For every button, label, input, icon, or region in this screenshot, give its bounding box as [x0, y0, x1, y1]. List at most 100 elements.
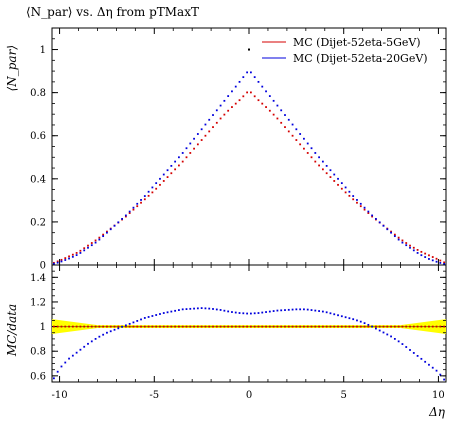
ratio-point	[159, 325, 161, 328]
ratio-point	[310, 325, 313, 328]
main-point	[276, 104, 279, 107]
ratio-point	[52, 325, 55, 328]
main-point	[363, 206, 366, 209]
ratio-point	[193, 325, 195, 328]
ratio-point	[352, 325, 355, 328]
main-point	[348, 190, 351, 193]
main-point	[265, 106, 267, 108]
main-point	[306, 142, 309, 145]
main-point	[56, 261, 59, 264]
ratio-point	[174, 309, 177, 312]
main-point	[200, 139, 203, 141]
main-point	[416, 252, 419, 254]
main-point	[83, 247, 86, 250]
main-point	[303, 137, 305, 140]
main-point	[363, 208, 366, 211]
main-point	[318, 156, 320, 159]
main-point	[405, 242, 408, 244]
ratio-point	[443, 325, 446, 328]
main-point	[128, 210, 131, 213]
main-point	[352, 198, 355, 201]
main-point	[420, 250, 423, 253]
ratio-point	[393, 337, 396, 340]
main-point	[212, 114, 214, 116]
ratio-point	[189, 307, 192, 310]
ratio-point	[257, 325, 260, 328]
ratio-point	[428, 363, 430, 366]
main-point	[280, 121, 283, 124]
ratio-point	[60, 365, 63, 368]
ratio-point	[87, 342, 89, 345]
ratio-point	[405, 346, 408, 348]
main-point	[431, 259, 434, 262]
main-point	[340, 187, 343, 190]
main-point	[424, 252, 427, 255]
ratio-point	[166, 311, 169, 314]
main-point	[223, 99, 226, 102]
main-point	[106, 231, 108, 234]
main-point	[268, 95, 271, 97]
ratio-point	[170, 310, 173, 313]
main-point	[79, 249, 82, 252]
ratio-point	[178, 325, 180, 328]
ratio-point	[196, 325, 199, 328]
main-point	[409, 246, 411, 249]
ratio-point	[378, 325, 381, 328]
data-marker	[248, 48, 250, 51]
ratio-point	[272, 310, 275, 312]
ratio-point	[397, 325, 400, 328]
ratio-point	[246, 312, 249, 315]
ratio-point	[227, 325, 230, 328]
main-point	[397, 236, 400, 239]
main-series-2	[52, 71, 446, 265]
main-point	[321, 160, 324, 163]
ratio-point	[56, 370, 59, 373]
main-point	[257, 80, 260, 83]
main-point	[318, 164, 320, 167]
main-point	[249, 71, 252, 74]
main-point	[371, 214, 374, 217]
main-point	[242, 95, 245, 98]
main-point	[299, 133, 302, 135]
ratio-point	[204, 325, 207, 328]
ratio-point	[295, 325, 298, 328]
ratio-series-1	[52, 325, 446, 328]
main-point	[98, 238, 101, 241]
main-ytick-label: 0.4	[30, 174, 46, 185]
main-point	[155, 182, 158, 185]
ratio-point	[71, 354, 74, 357]
main-point	[185, 147, 188, 150]
main-ytick-label: 0.6	[30, 131, 46, 142]
ratio-point	[306, 325, 309, 328]
ratio-point	[143, 325, 146, 328]
main-point	[382, 224, 385, 227]
main-point	[246, 71, 249, 74]
ratio-point	[268, 310, 271, 313]
main-point	[439, 262, 442, 264]
main-point	[420, 254, 423, 257]
ratio-point	[272, 325, 275, 328]
ratio-point	[337, 314, 339, 317]
main-point	[121, 217, 123, 220]
ratio-point	[208, 307, 211, 310]
ratio-ytick-label: 0.8	[30, 347, 46, 358]
ratio-point	[151, 325, 154, 328]
ratio-point	[435, 369, 438, 372]
main-point	[181, 160, 184, 163]
main-point	[272, 99, 275, 102]
ratio-point	[124, 325, 127, 328]
main-point	[140, 201, 142, 204]
ratio-point	[280, 325, 283, 328]
main-point	[200, 128, 203, 131]
main-point	[246, 91, 249, 94]
ratio-point	[185, 308, 188, 310]
ratio-point	[363, 322, 366, 325]
main-point	[204, 134, 207, 137]
ratio-point	[359, 325, 362, 328]
main-point	[401, 239, 404, 242]
main-point	[132, 208, 135, 211]
ratio-point	[310, 309, 313, 311]
main-point	[208, 118, 211, 121]
chart-title: ⟨N_par⟩ vs. Δη from pTMaxT	[26, 5, 199, 19]
ratio-point	[90, 325, 93, 328]
